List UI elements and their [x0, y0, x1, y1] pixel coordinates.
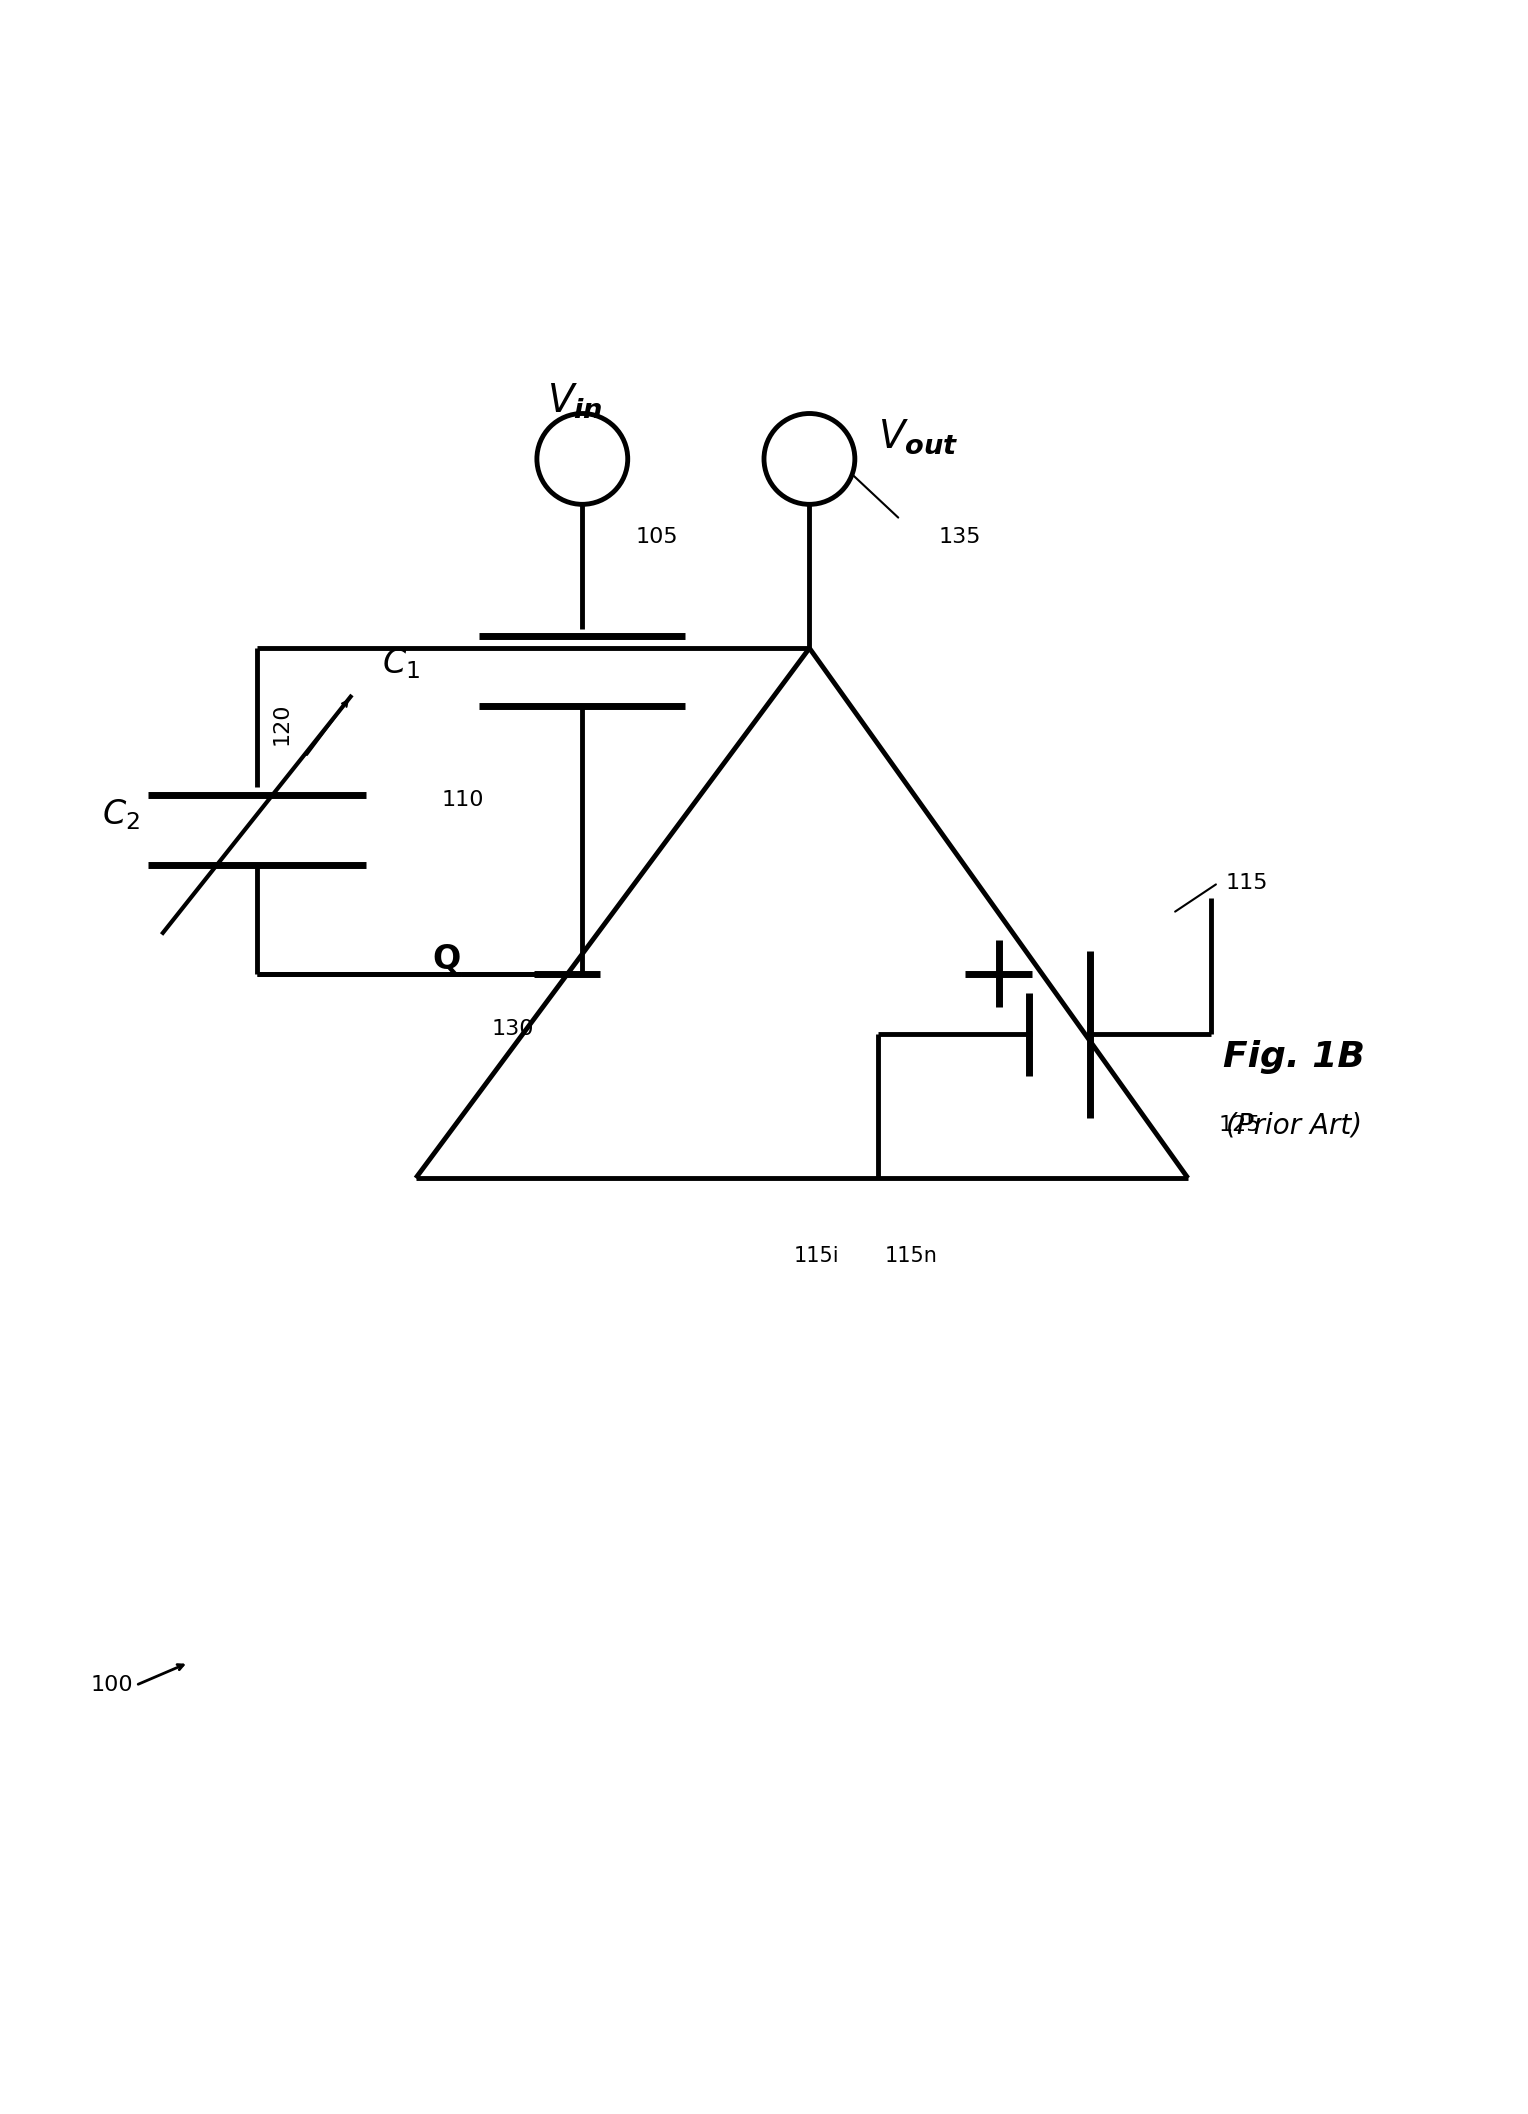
Text: $C_2$: $C_2$ — [101, 797, 139, 833]
Text: (Prior Art): (Prior Art) — [1225, 1112, 1361, 1139]
Text: $\mathbf{Q}$: $\mathbf{Q}$ — [432, 943, 460, 975]
Text: 115: 115 — [1225, 873, 1268, 892]
Text: 105: 105 — [636, 526, 678, 548]
Text: 110: 110 — [442, 791, 484, 810]
Text: 120: 120 — [272, 702, 292, 744]
Text: $V_{\mathregular{out}}$: $V_{\mathregular{out}}$ — [877, 416, 958, 455]
Text: Fig. 1B: Fig. 1B — [1222, 1040, 1365, 1074]
Text: 115n: 115n — [885, 1247, 938, 1266]
Text: 100: 100 — [90, 1676, 133, 1695]
Text: $V_{\mathregular{in}}$: $V_{\mathregular{in}}$ — [547, 383, 602, 421]
Text: $C_1$: $C_1$ — [382, 647, 420, 681]
Text: 135: 135 — [938, 526, 981, 548]
Text: 125: 125 — [1218, 1116, 1261, 1135]
Text: 115i: 115i — [795, 1247, 840, 1266]
Text: 130: 130 — [492, 1019, 533, 1040]
